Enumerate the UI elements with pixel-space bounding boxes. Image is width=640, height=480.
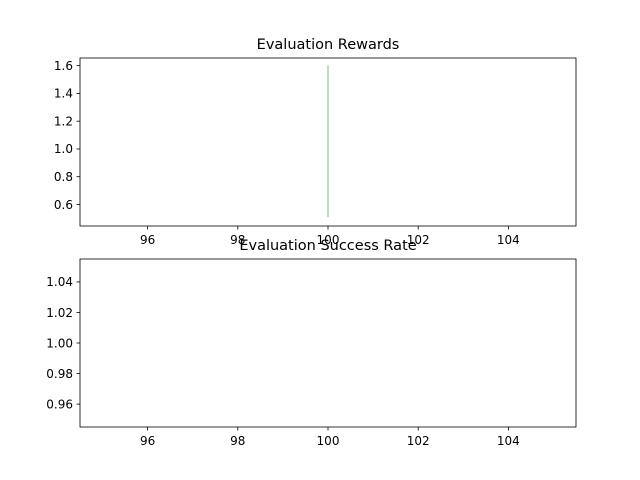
charts-container: 96 98 100 102 104 0.6 0.8 1.0 1.2 1.4 1.6 Evaluatio… xyxy=(46,37,577,448)
rewards-x-tick-label: 102 xyxy=(407,233,430,247)
success-x-tick-label: 98 xyxy=(230,434,245,448)
rewards-x-tick-label: 96 xyxy=(140,233,155,247)
success-y-tick-label: 1.02 xyxy=(46,306,73,320)
success-y-tick-label: 1.04 xyxy=(46,275,73,289)
rewards-y-tick-label: 1.4 xyxy=(54,87,73,101)
success-x-tick-label: 100 xyxy=(317,434,340,448)
success-chart-title: Evaluation Success Rate xyxy=(239,238,416,254)
success-x-tick-label: 96 xyxy=(140,434,155,448)
rewards-chart: 96 98 100 102 104 0.6 0.8 1.0 1.2 1.4 1.6 Evaluatio… xyxy=(54,37,577,247)
success-y-tick-label: 0.96 xyxy=(46,397,73,411)
rewards-x-tick-label: 100 xyxy=(317,233,340,247)
success-x-tick-label: 104 xyxy=(497,434,520,448)
success-x-tick-label: 102 xyxy=(407,434,430,448)
rewards-y-tick-label: 0.8 xyxy=(54,170,73,184)
rewards-chart-title: Evaluation Rewards xyxy=(257,37,400,53)
rewards-x-tick-label: 104 xyxy=(497,233,520,247)
success-chart: 96 98 100 102 104 0.96 0.98 1.00 1.02 1.04 Evaluat… xyxy=(46,238,577,448)
success-y-tick-label: 1.00 xyxy=(46,336,73,350)
rewards-y-tick-label: 1.6 xyxy=(54,59,73,73)
success-y-tick-label: 0.98 xyxy=(46,367,73,381)
rewards-y-tick-label: 1.2 xyxy=(54,114,73,128)
rewards-y-tick-label: 1.0 xyxy=(54,142,73,156)
rewards-x-tick-label: 98 xyxy=(230,233,245,247)
rewards-y-tick-label: 0.6 xyxy=(54,198,73,212)
